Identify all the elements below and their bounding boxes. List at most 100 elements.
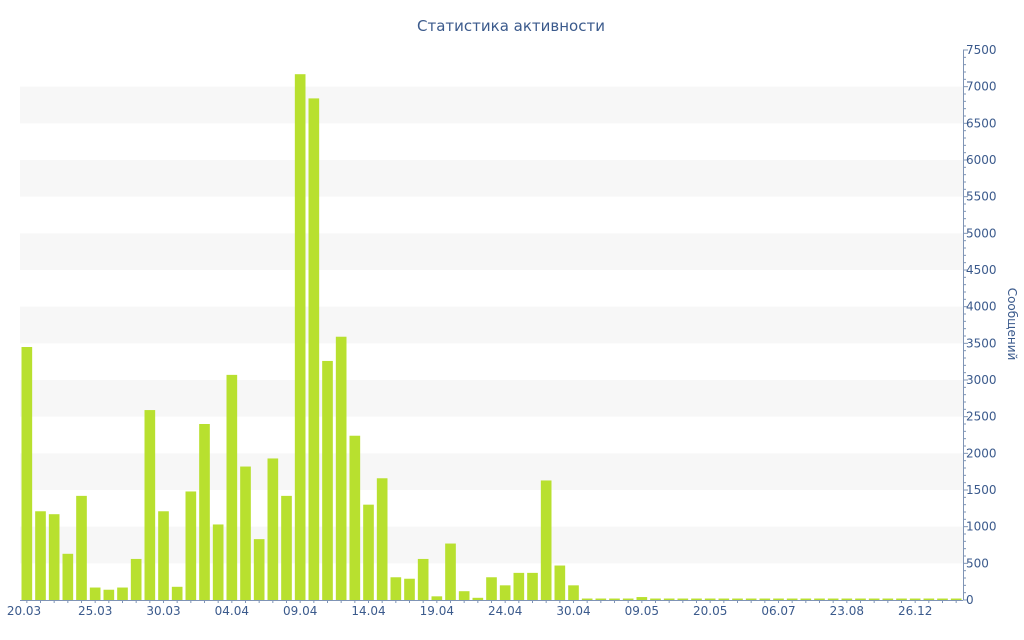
bar <box>199 424 210 600</box>
bar <box>827 598 839 600</box>
bar <box>404 578 415 600</box>
bar <box>745 598 757 600</box>
bar <box>212 524 224 600</box>
x-tick-label: 04.04 <box>215 604 249 618</box>
bar <box>513 572 525 600</box>
bar <box>21 347 33 600</box>
bar <box>376 478 388 600</box>
bar <box>431 596 443 600</box>
y-tick-label: 6500 <box>966 116 997 130</box>
bar <box>76 495 87 600</box>
bar <box>691 598 702 600</box>
bar <box>130 558 142 600</box>
y-tick-label: 4000 <box>966 300 997 314</box>
y-tick-label: 5000 <box>966 226 997 240</box>
x-tick-label: 06.07 <box>761 604 795 618</box>
grid-bands <box>20 86 963 564</box>
bar <box>814 598 825 600</box>
bar <box>704 598 716 600</box>
bar <box>595 598 607 600</box>
bar <box>35 511 46 600</box>
bar <box>322 360 333 600</box>
y-tick-label: 5500 <box>966 190 997 204</box>
y-tick-label: 2000 <box>966 446 997 460</box>
bar <box>144 410 156 600</box>
x-tick-label: 24.04 <box>488 604 522 618</box>
bar <box>499 585 511 600</box>
bar <box>732 598 743 600</box>
axes-group: 0 500 1000 1500 2000 2500 3000 3500 4000 4500 5000… <box>7 43 997 618</box>
bar <box>281 495 292 600</box>
y-tick-label: 6000 <box>966 153 997 167</box>
bar <box>937 598 948 600</box>
bar <box>103 589 115 600</box>
y-tick-label: 7000 <box>966 80 997 94</box>
bar <box>363 504 374 600</box>
bar <box>773 598 784 600</box>
x-tick-label: 09.04 <box>283 604 317 618</box>
bar <box>841 598 853 600</box>
grid-band <box>20 160 963 197</box>
x-tick-label: 30.04 <box>556 604 590 618</box>
grid-band <box>20 526 963 564</box>
x-tick-label: 09.05 <box>625 604 659 618</box>
bar <box>226 374 238 600</box>
bar <box>923 598 935 600</box>
bar <box>527 572 538 600</box>
x-tick-label: 26.12 <box>898 604 932 618</box>
y-tick-label: 4500 <box>966 263 997 277</box>
bar <box>62 553 74 600</box>
y-axis-label: Сообщений <box>1005 288 1019 361</box>
y-tick-label: 3000 <box>966 373 997 387</box>
grid-band <box>20 233 963 270</box>
x-tick-label: 20.03 <box>7 604 41 618</box>
bar <box>909 598 921 600</box>
bar <box>486 577 497 600</box>
bar <box>759 598 771 600</box>
grid-band <box>20 306 963 344</box>
bar <box>458 591 470 600</box>
x-tick-label: 20.05 <box>693 604 727 618</box>
bar <box>349 435 361 600</box>
grid-band <box>20 453 963 490</box>
y-tick-label: 1500 <box>966 483 997 497</box>
bar <box>185 491 197 600</box>
x-tick-label: 30.03 <box>146 604 180 618</box>
bar <box>663 598 675 600</box>
grid-band <box>20 86 963 124</box>
bar <box>677 598 689 600</box>
bar <box>89 587 101 600</box>
bars-group <box>21 74 962 601</box>
bar <box>855 598 866 600</box>
bar <box>800 598 812 600</box>
y-tick-label: 7500 <box>966 43 997 57</box>
x-tick-label: 25.03 <box>78 604 112 618</box>
bar <box>718 598 730 600</box>
bar <box>445 543 456 600</box>
x-tick-label: 14.04 <box>351 604 385 618</box>
grid-band <box>20 380 963 417</box>
bar <box>568 585 579 600</box>
bar <box>335 336 347 600</box>
bar <box>540 480 552 600</box>
bar <box>622 598 634 600</box>
bar <box>554 565 566 600</box>
y-tick-label: 500 <box>966 556 989 570</box>
bar <box>240 466 251 600</box>
bar <box>472 597 484 600</box>
bar <box>417 558 429 600</box>
chart-title: Статистика активности <box>417 17 605 35</box>
bar <box>117 587 128 600</box>
bar <box>158 511 169 600</box>
bar <box>609 598 620 600</box>
bar <box>786 598 798 600</box>
bar <box>390 577 402 600</box>
y-tick-label: 1000 <box>966 520 997 534</box>
bar <box>636 597 648 600</box>
bar <box>171 586 183 600</box>
bar <box>650 598 661 600</box>
y-tick-label: 3500 <box>966 336 997 350</box>
x-tick-label: 19.04 <box>420 604 454 618</box>
bar <box>267 458 279 600</box>
